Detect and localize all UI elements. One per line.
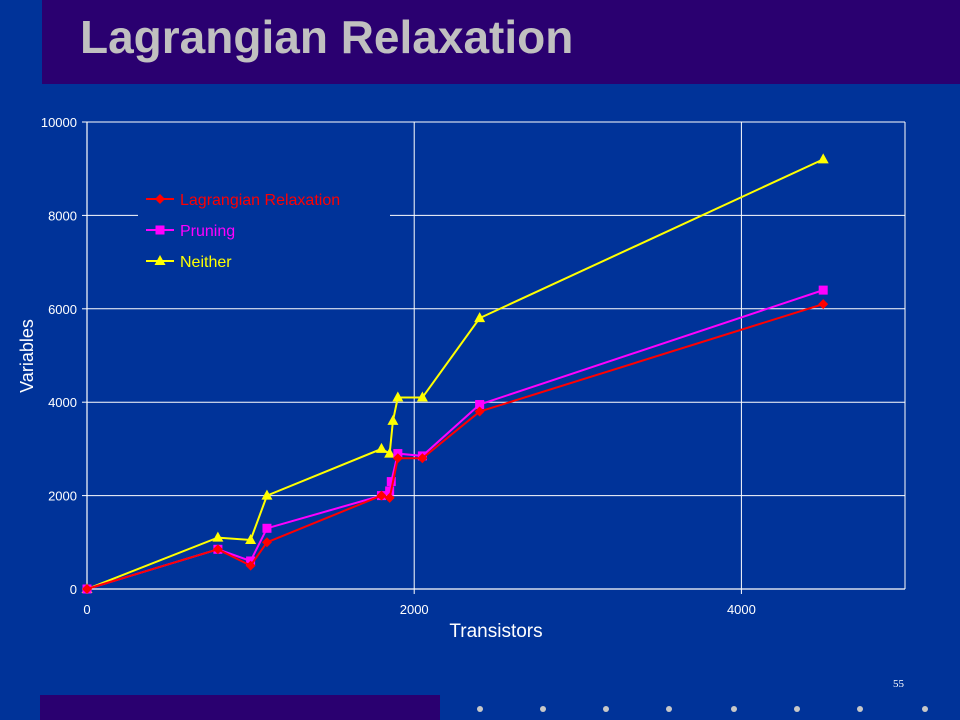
legend-item: Pruning [146,223,235,240]
y-axis-label: Variables [17,319,37,393]
y-tick-label: 0 [70,582,77,597]
grid-lines [87,121,906,589]
data-point [474,406,485,417]
series-diamond [82,299,829,594]
legend-label: Lagrangian Relaxation [180,192,340,209]
slide-title: Lagrangian Relaxation [80,11,574,63]
legend-item: Lagrangian Relaxation [146,192,340,209]
footer-dot [477,706,483,712]
data-point [261,489,273,500]
data-point [245,533,257,544]
footer-dot [666,706,672,712]
footer-dot [603,706,609,712]
data-point [212,544,223,555]
series-line [86,289,824,590]
data-point [386,477,396,487]
axes: 0 2000 4000 6000 8000 10000 0 2000 4000 [41,115,905,617]
title-bar [42,0,960,84]
footer-dot [922,706,928,712]
y-tick-label: 4000 [48,395,77,410]
x-tick-label: 4000 [727,602,756,617]
data-point [245,560,256,571]
legend-label: Pruning [180,223,235,240]
legend-item: Neither [146,254,232,271]
page-number: 55 [893,678,904,690]
data-point [82,584,92,594]
data-point [376,490,387,501]
data-point [818,285,828,295]
x-axis-label: Transistors [449,621,542,642]
data-point [384,447,396,458]
footer-dot [857,706,863,712]
data-point [261,537,272,548]
data-point [818,299,829,310]
data-point [817,153,829,164]
data-point [474,312,486,323]
data-point [385,486,395,496]
data-point [416,391,428,402]
legend-label: Neither [180,254,232,271]
footer-bar [40,695,440,720]
legend-box [138,182,390,274]
footer-dot [794,706,800,712]
legend-marker [154,255,166,265]
legend-marker [155,225,165,235]
series-line [86,303,824,590]
legend: Lagrangian Relaxation Pruning Neither [138,182,390,274]
y-tick-label: 8000 [48,208,77,223]
footer-dot [540,706,546,712]
y-tick-label: 10000 [41,115,77,130]
data-point [387,414,399,425]
series-layer [81,153,829,594]
data-point [392,453,403,464]
data-point [392,391,404,402]
x-tick-label: 2000 [400,602,429,617]
x-tick-label: 0 [83,602,90,617]
data-point [384,492,395,503]
y-tick-label: 2000 [48,489,77,504]
data-point [262,523,272,533]
data-point [475,400,485,410]
data-point [417,453,428,464]
footer-dot [731,706,737,712]
y-tick-label: 6000 [48,302,77,317]
data-point [375,442,387,453]
data-point [212,531,224,542]
legend-marker [155,194,165,204]
